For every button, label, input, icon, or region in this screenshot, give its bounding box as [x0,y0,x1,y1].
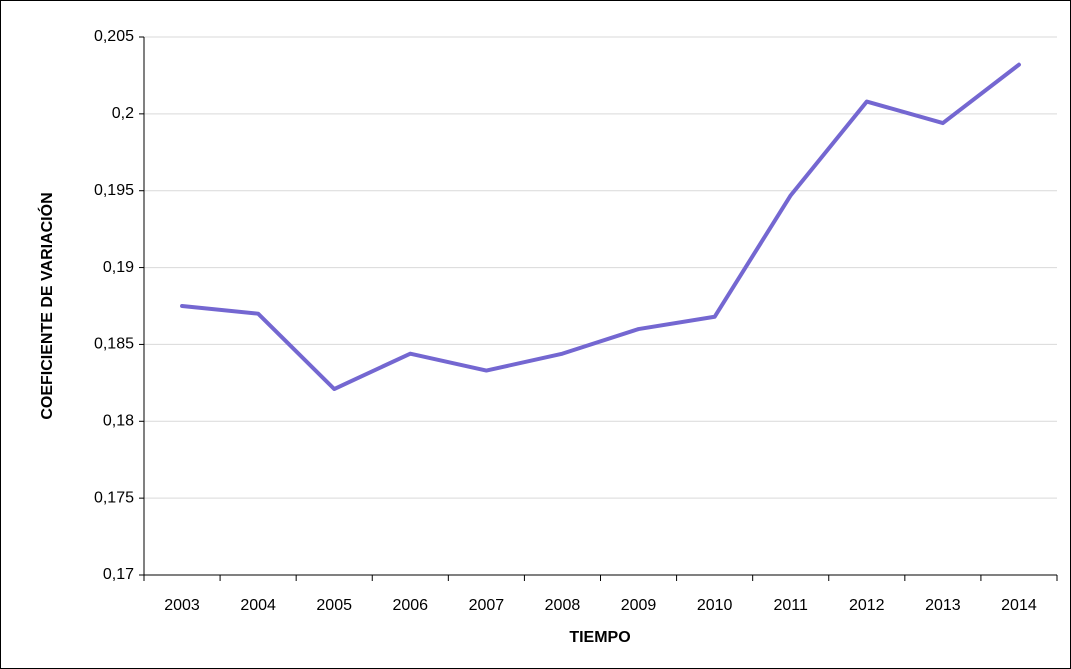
y-axis-title: COEFICIENTE DE VARIACIÓN [37,192,56,419]
y-tick-label: 0,185 [94,336,134,353]
x-tick-label: 2014 [1001,597,1037,614]
x-tick-label: 2009 [621,597,657,614]
y-tick-label: 0,175 [94,489,134,506]
x-tick-label: 2013 [925,597,961,614]
y-tick-label: 0,205 [94,28,134,45]
x-tick-label: 2008 [545,597,581,614]
x-tick-label: 2005 [316,597,352,614]
x-tick-label: 2010 [697,597,733,614]
x-tick-label: 2004 [240,597,276,614]
y-tick-label: 0,18 [103,413,134,430]
y-tick-label: 0,195 [94,182,134,199]
x-tick-label: 2007 [469,597,505,614]
y-tick-label: 0,2 [112,105,134,122]
x-axis-title: TIEMPO [569,629,630,646]
data-line [180,62,1021,392]
x-tick-label: 2012 [849,597,885,614]
x-tick-label: 2006 [392,597,428,614]
x-tick-label: 2003 [164,597,200,614]
y-tick-label: 0,19 [103,259,134,276]
x-tick-label: 2011 [774,597,809,614]
y-tick-label: 0,17 [103,566,134,583]
